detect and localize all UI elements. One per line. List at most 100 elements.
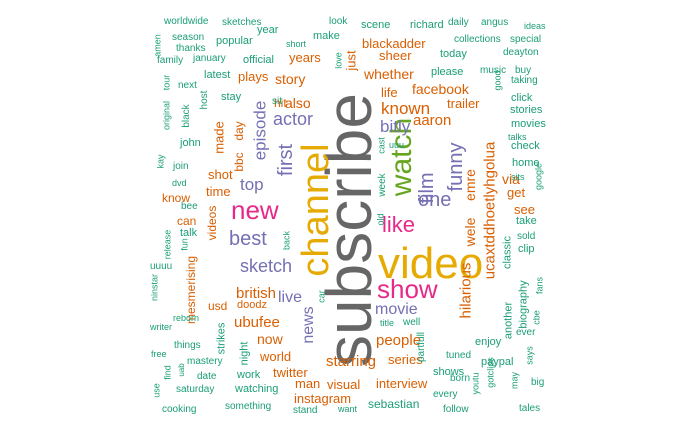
word-sit: sit: [272, 96, 282, 107]
word-know: know: [162, 191, 191, 205]
word-amen: amen: [152, 33, 163, 57]
word-things: things: [174, 340, 201, 351]
word-stay: stay: [221, 91, 242, 103]
word-year: year: [257, 24, 279, 36]
word-just: just: [343, 49, 359, 71]
word-join: join: [173, 161, 189, 172]
word-ever: ever: [516, 327, 536, 338]
word-date: date: [197, 371, 217, 382]
word-sits: sits: [511, 172, 525, 182]
word-worldwide: worldwide: [164, 16, 209, 27]
word-watching: watching: [235, 383, 279, 395]
word-aaron: aaron: [413, 112, 452, 129]
word-buy: buy: [515, 65, 532, 76]
word-hilarious: hilarious: [457, 262, 475, 318]
word-usd: usd: [208, 299, 228, 313]
word-latest: latest: [204, 69, 231, 81]
word-sketch: sketch: [240, 256, 293, 276]
word-plays: plays: [238, 69, 269, 84]
word-day: day: [232, 121, 246, 141]
word-stand: stand: [293, 405, 318, 416]
word-john: john: [180, 137, 201, 149]
word-home: home: [512, 157, 540, 169]
word-please: please: [431, 66, 464, 78]
word-original: original: [161, 100, 172, 130]
word-tuned: tuned: [446, 350, 472, 361]
word-twitter: twitter: [273, 365, 308, 380]
word-ucaxtddhoetlyhgolua: ucaxtddhoetlyhgolua: [481, 141, 499, 279]
word-want: want: [338, 404, 358, 414]
word-people: people: [376, 332, 422, 349]
word-first: first: [275, 143, 297, 177]
word-see: see: [514, 202, 535, 217]
word-host: host: [199, 90, 210, 110]
word-music: music: [480, 65, 507, 76]
word-uuuu: uuuu: [150, 261, 173, 272]
word-can: can: [177, 214, 197, 228]
word-collections: collections: [454, 34, 501, 45]
word-new: new: [231, 195, 279, 225]
word-scene: scene: [361, 19, 391, 31]
word-instagram: instagram: [294, 391, 352, 406]
word-made: made: [211, 120, 227, 154]
word-tour: tour: [161, 74, 172, 90]
word-night: night: [238, 341, 251, 365]
word-take: take: [516, 215, 537, 227]
word-bee: bee: [181, 201, 198, 212]
word-hit: hit: [274, 96, 287, 110]
word-life: life: [381, 85, 398, 100]
word-classic: classic: [501, 235, 514, 269]
word-blackadder: blackadder: [362, 36, 426, 51]
word-time: time: [206, 184, 231, 199]
word-reborn: reborn: [173, 313, 200, 323]
word-emre: emre: [462, 169, 478, 201]
word-something: something: [225, 401, 272, 412]
word-old: old: [375, 212, 386, 226]
word-now: now: [257, 331, 283, 347]
word-daily: daily: [448, 17, 469, 28]
word-videos: videos: [205, 205, 219, 241]
word-sheer: sheer: [379, 48, 412, 63]
word-says: says: [524, 345, 535, 365]
word-big: big: [531, 377, 545, 388]
word-top: top: [240, 175, 264, 194]
word-dvd: dvd: [172, 178, 187, 188]
word-get: get: [507, 185, 526, 200]
word-cbe: cbe: [531, 309, 542, 325]
word-may: may: [509, 371, 520, 389]
word-follow: follow: [443, 404, 469, 415]
word-sketches: sketches: [222, 17, 262, 28]
word-partfull: partfull: [416, 331, 427, 363]
word-wele: wele: [462, 217, 478, 247]
word-cooking: cooking: [162, 404, 197, 415]
word-title: title: [380, 318, 395, 328]
word-next: next: [178, 80, 197, 91]
word-popular: popular: [216, 35, 253, 47]
word-thanks: thanks: [176, 43, 206, 54]
word-january: january: [193, 53, 226, 64]
word-writer: writer: [150, 322, 172, 332]
word-sebastian: sebastian: [368, 397, 420, 411]
word-like: like: [382, 212, 416, 237]
word-good: good: [492, 69, 503, 91]
word-season: season: [172, 32, 205, 43]
word-black: black: [181, 104, 192, 128]
word-deayton: deayton: [503, 47, 539, 58]
word-doodz: doodz: [237, 299, 267, 311]
word-love: love: [333, 51, 344, 69]
word-news: news: [300, 306, 317, 344]
word-born: born: [450, 373, 471, 384]
word-actor: actor: [273, 109, 314, 129]
word-uuu: uuu: [389, 140, 405, 150]
word-fun: fun: [179, 237, 190, 251]
word-every: every: [433, 389, 458, 400]
word-interview: interview: [376, 376, 428, 391]
word-shows: shows: [433, 366, 465, 378]
word-click: click: [511, 92, 533, 104]
word-show: show: [377, 274, 438, 304]
word-google: google: [533, 162, 544, 190]
word-movies: movies: [511, 118, 546, 130]
word-also: also: [285, 95, 311, 111]
word-fans: fans: [534, 276, 545, 294]
